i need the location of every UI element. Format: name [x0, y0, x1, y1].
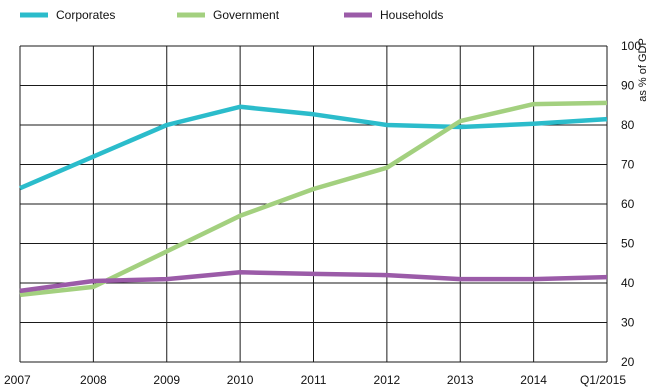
y-tick-label-60: 60	[621, 197, 635, 211]
legend-label-government: Government	[213, 8, 280, 22]
x-tick-label-1: 2008	[80, 373, 107, 387]
x-tick-label-5: 2012	[374, 373, 401, 387]
y-tick-label-50: 50	[621, 237, 635, 251]
y-tick-label-40: 40	[621, 276, 635, 290]
y-tick-label-70: 70	[621, 158, 635, 172]
series-lines	[19, 100, 608, 298]
legend-label-corporates: Corporates	[56, 8, 115, 22]
y-tick-label-90: 90	[621, 79, 635, 93]
series-line-government	[19, 100, 608, 298]
x-tick-label-8: Q1/2015	[580, 373, 626, 387]
y-axis-ticks: 20 30 40 50 60 70 80 90 100	[621, 39, 641, 369]
y-tick-label-20: 20	[621, 355, 635, 369]
gridlines	[19, 45, 608, 363]
x-tick-label-2: 2009	[153, 373, 180, 387]
y-tick-label-30: 30	[621, 316, 635, 330]
legend-label-households: Households	[380, 8, 443, 22]
x-tick-label-0: 2007	[4, 373, 31, 387]
x-axis-ticks: 2007 2008 2009 2010 2011 2012 2013 2014 Q1/2015	[4, 373, 626, 387]
x-tick-label-4: 2011	[301, 373, 327, 387]
legend: Corporates Government Households	[20, 8, 443, 22]
x-tick-label-7: 2014	[520, 373, 547, 387]
x-tick-label-3: 2010	[227, 373, 254, 387]
series-line-corporates	[19, 104, 608, 191]
x-tick-label-6: 2013	[447, 373, 474, 387]
y-axis-label: as % of GDP	[637, 38, 649, 102]
y-tick-label-100: 100	[621, 39, 641, 53]
series-line-households	[19, 270, 608, 294]
y-tick-label-80: 80	[621, 118, 635, 132]
